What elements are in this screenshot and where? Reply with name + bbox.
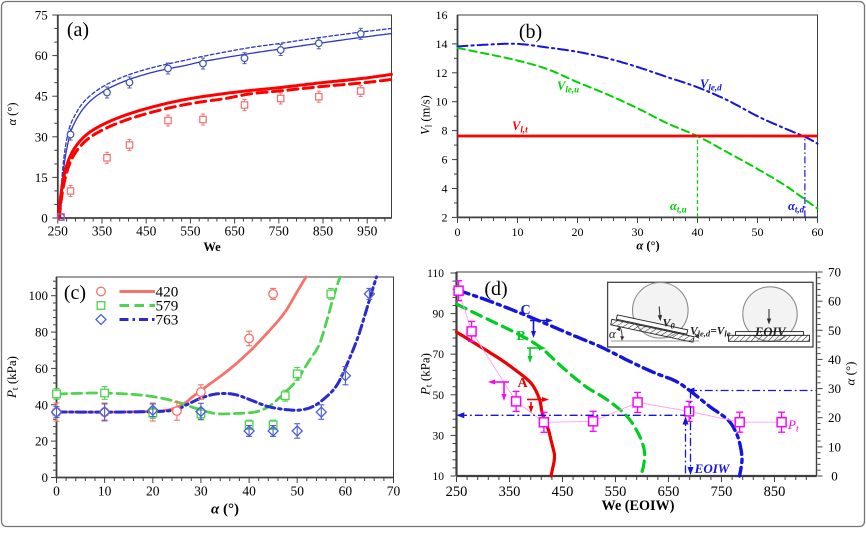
svg-text:950: 950: [357, 224, 378, 239]
svg-text:A: A: [517, 376, 528, 391]
svg-text:Pt (kPa): Pt (kPa): [418, 353, 435, 396]
svg-text:50: 50: [290, 484, 304, 499]
svg-text:70: 70: [387, 484, 401, 499]
svg-text:60: 60: [339, 484, 353, 499]
svg-text:60: 60: [35, 361, 48, 376]
svg-text:0: 0: [53, 484, 60, 499]
svg-text:0: 0: [41, 211, 48, 226]
svg-text:550: 550: [605, 484, 627, 500]
svg-text:110: 110: [427, 268, 444, 280]
svg-text:90: 90: [433, 309, 445, 321]
svg-text:30: 30: [35, 129, 48, 144]
svg-text:We (EOIW): We (EOIW): [602, 498, 675, 514]
svg-text:750: 750: [711, 484, 733, 500]
svg-text:75: 75: [35, 8, 48, 23]
svg-text:14: 14: [436, 37, 448, 51]
svg-text:70: 70: [828, 265, 841, 280]
svg-text:10: 10: [512, 225, 524, 239]
svg-text:10: 10: [436, 95, 448, 109]
svg-text:750: 750: [269, 224, 290, 239]
svg-text:(d): (d): [484, 278, 507, 300]
svg-text:0: 0: [42, 470, 49, 485]
svg-text:550: 550: [180, 224, 201, 239]
svg-text:20: 20: [146, 484, 160, 499]
svg-text:C: C: [520, 303, 530, 318]
svg-text:60: 60: [828, 294, 841, 309]
svg-text:100: 100: [29, 288, 49, 303]
svg-text:30: 30: [194, 484, 208, 499]
svg-text:8: 8: [442, 124, 448, 138]
svg-text:60: 60: [35, 48, 48, 63]
svg-text:Vl (m/s): Vl (m/s): [419, 95, 434, 135]
svg-text:(b): (b): [519, 21, 542, 43]
svg-text:350: 350: [499, 484, 521, 500]
svg-text:EOIW: EOIW: [694, 461, 731, 476]
svg-text:30: 30: [828, 381, 841, 396]
svg-text:12: 12: [436, 66, 448, 80]
svg-text:4: 4: [442, 182, 448, 196]
svg-text:60: 60: [812, 225, 824, 239]
svg-text:763: 763: [156, 312, 179, 329]
svg-text:650: 650: [658, 484, 680, 500]
svg-text:10: 10: [433, 471, 445, 483]
svg-text:50: 50: [828, 323, 841, 338]
svg-text:0: 0: [455, 225, 461, 239]
svg-text:B: B: [516, 329, 525, 344]
svg-text:Vle,d=Vle: Vle,d=Vle: [690, 326, 731, 339]
svg-text:(a): (a): [67, 19, 89, 41]
svg-text:α: α: [609, 326, 617, 341]
svg-text:10: 10: [98, 484, 112, 499]
svg-text:30: 30: [632, 225, 644, 239]
svg-text:α (°): α (°): [843, 362, 858, 386]
svg-text:20: 20: [572, 225, 584, 239]
svg-text:(c): (c): [64, 282, 86, 304]
svg-text:650: 650: [224, 224, 245, 239]
svg-text:70: 70: [433, 349, 445, 361]
svg-text:45: 45: [35, 89, 48, 104]
svg-text:20: 20: [35, 434, 48, 449]
svg-text:40: 40: [828, 352, 841, 367]
svg-text:30: 30: [433, 430, 445, 442]
svg-text:250: 250: [48, 224, 69, 239]
svg-text:10: 10: [828, 439, 841, 454]
svg-text:450: 450: [136, 224, 157, 239]
svg-text:We: We: [203, 240, 221, 254]
svg-text:420: 420: [156, 284, 179, 301]
svg-text:350: 350: [92, 224, 113, 239]
svg-text:850: 850: [313, 224, 334, 239]
svg-text:Pt (kPa): Pt (kPa): [4, 356, 21, 399]
svg-text:50: 50: [433, 390, 445, 402]
svg-text:16: 16: [436, 8, 448, 22]
svg-text:579: 579: [156, 298, 179, 315]
svg-text:EOIV: EOIV: [754, 325, 787, 339]
svg-text:250: 250: [446, 484, 468, 500]
svg-text:Pt: Pt: [787, 417, 799, 435]
svg-text:20: 20: [828, 410, 841, 425]
svg-text:α (°): α (°): [211, 502, 239, 518]
svg-text:40: 40: [242, 484, 256, 499]
svg-text:80: 80: [35, 325, 48, 340]
svg-text:α (°): α (°): [5, 102, 19, 125]
svg-text:40: 40: [692, 225, 704, 239]
svg-text:450: 450: [552, 484, 574, 500]
svg-text:2: 2: [442, 210, 448, 224]
svg-text:0: 0: [831, 469, 838, 484]
svg-text:α (°): α (°): [636, 239, 659, 253]
svg-text:15: 15: [35, 170, 48, 185]
svg-text:850: 850: [764, 484, 786, 500]
svg-text:50: 50: [752, 225, 764, 239]
svg-text:40: 40: [35, 397, 48, 412]
svg-text:6: 6: [442, 153, 448, 167]
